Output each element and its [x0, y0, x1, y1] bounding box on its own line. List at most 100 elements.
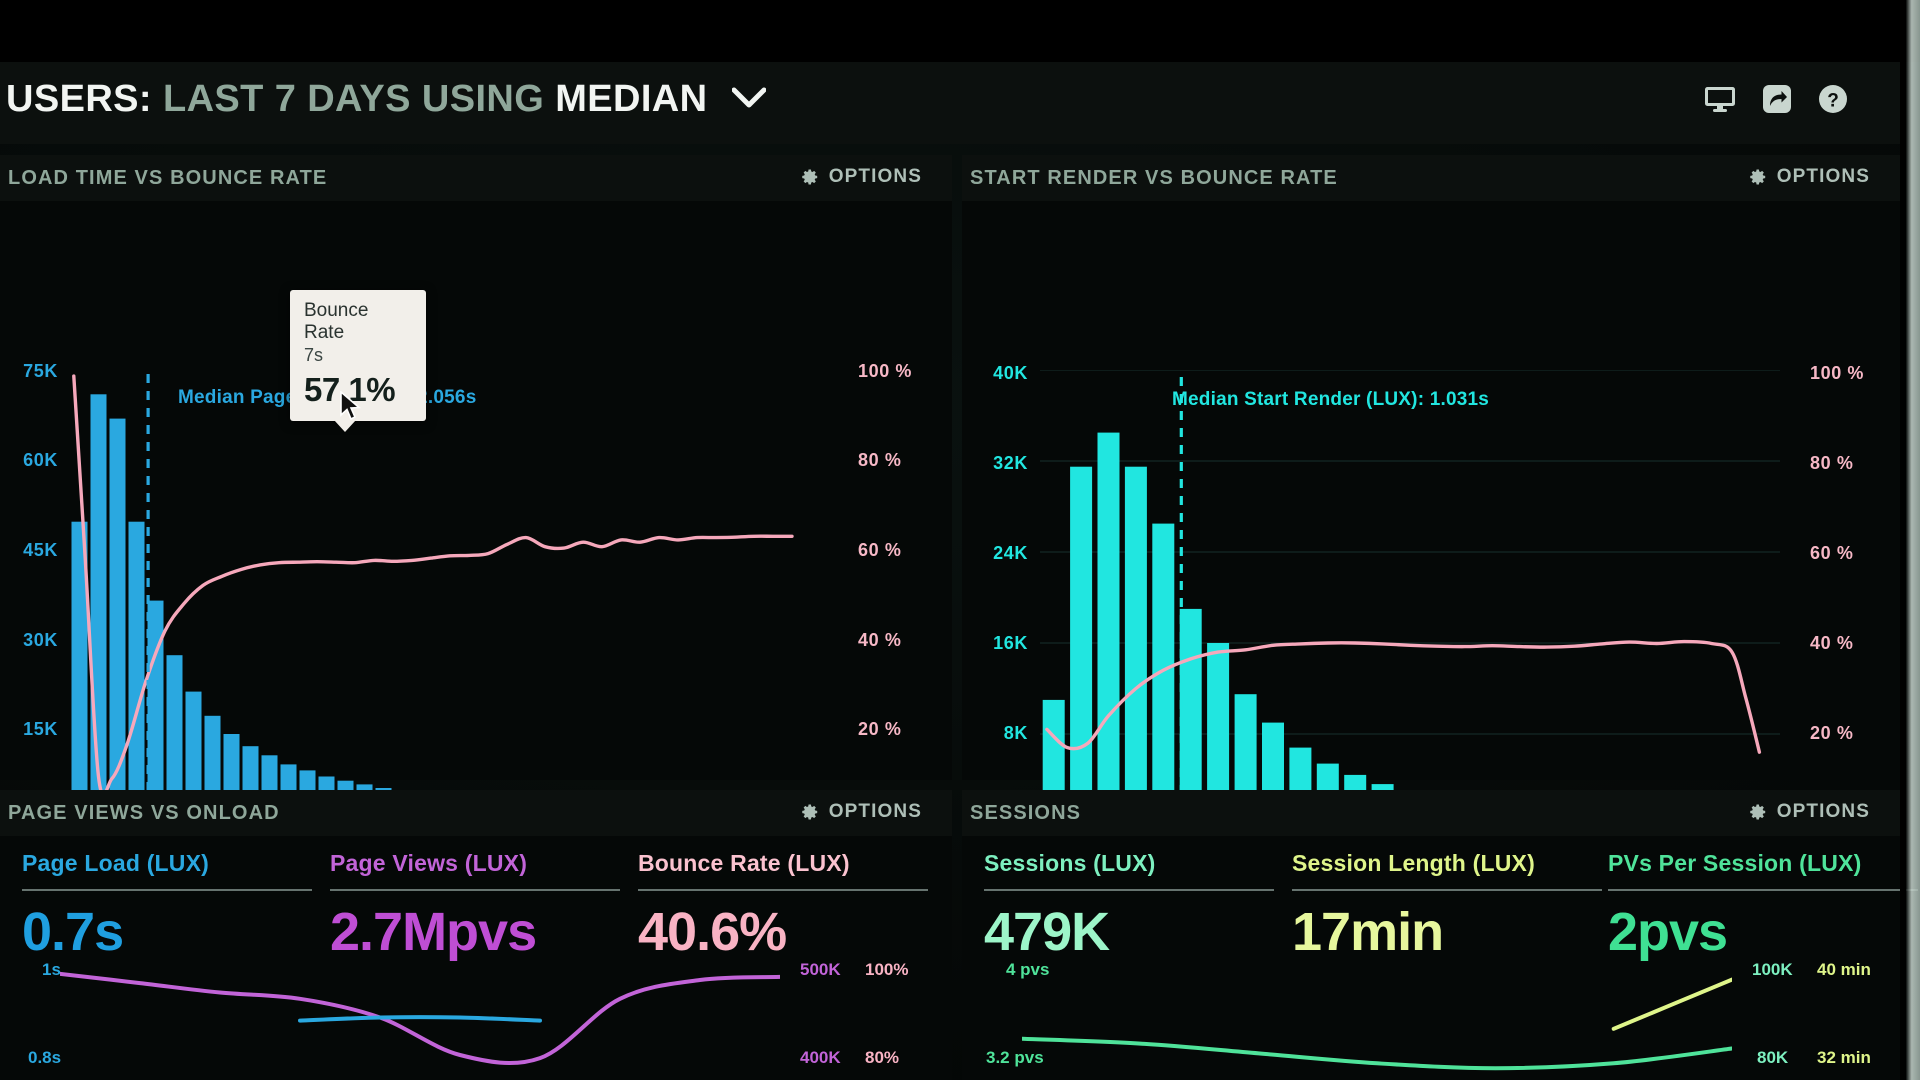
options-label: OPTIONS	[828, 166, 922, 187]
monitor-bezel-top	[0, 0, 1920, 62]
metric-value: 2pvs	[1608, 902, 1728, 962]
metric-label: Page Load (LUX)	[22, 850, 210, 876]
panel-title: SESSIONS	[970, 802, 1082, 824]
panel-header	[962, 790, 1900, 836]
monitor-bezel-inner	[1900, 0, 1906, 1080]
panel-sessions: SESSIONS OPTIONS Sessions (LUX) 479K Ses…	[962, 790, 1918, 1080]
spark-tick-right: 100K	[1752, 960, 1793, 979]
metric-value: 0.7s	[22, 902, 124, 962]
y2-tick: 80 %	[858, 450, 902, 470]
metric-label: PVs Per Session (LUX)	[1608, 850, 1862, 876]
metric-page-views[interactable]: Page Views (LUX) 2.7Mpvs	[330, 850, 620, 963]
panel-page-views-vs-onload: PAGE VIEWS VS ONLOAD OPTIONS Page Load (…	[0, 790, 952, 1080]
gear-icon	[802, 804, 817, 820]
svg-text:?: ?	[1827, 91, 1839, 112]
mouse-cursor	[339, 390, 363, 428]
monitor-bezel-right	[1906, 0, 1920, 1080]
y-tick: 32K	[993, 453, 1028, 473]
y2-tick: 40 %	[1810, 633, 1854, 653]
metric-value: 479K	[984, 902, 1110, 962]
metric-label: Sessions (LUX)	[984, 850, 1156, 876]
median-annotation-label: Median Start Render (LUX): 1.031s	[1172, 389, 1490, 410]
spark-tick-left: 4 pvs	[1006, 960, 1050, 979]
spark-tick-right: 40 min	[1817, 960, 1871, 979]
y2-tick: 40 %	[858, 630, 902, 650]
y-tick: 24K	[993, 543, 1028, 563]
spark-tick-right: 400K	[800, 1048, 841, 1067]
y-tick: 75K	[23, 361, 58, 381]
metric-rule	[330, 889, 620, 891]
panel-header	[0, 155, 952, 201]
spark-tick-right: 100%	[865, 960, 909, 979]
metric-rule	[984, 889, 1274, 891]
page-title-range: LAST 7 DAYS	[162, 78, 411, 120]
options-button[interactable]: OPTIONS	[801, 166, 922, 188]
y-tick: 8K	[1003, 723, 1028, 743]
chart-plot-load-time[interactable]	[70, 367, 830, 822]
chevron-down-icon[interactable]	[731, 76, 767, 119]
y-tick: 30K	[23, 630, 58, 650]
page-title-prefix: USERS:	[6, 78, 152, 120]
header-actions: ?	[1704, 84, 1848, 114]
options-label: OPTIONS	[828, 801, 922, 822]
panel-header	[962, 155, 1900, 201]
tooltip-x: 7s	[304, 344, 324, 365]
metric-value: 2.7Mpvs	[330, 902, 537, 962]
options-button[interactable]: OPTIONS	[1749, 166, 1870, 188]
y2-tick: 20 %	[858, 719, 902, 739]
metric-label: Bounce Rate (LUX)	[638, 850, 850, 876]
metric-value: 40.6%	[638, 902, 787, 962]
sparkline-page-views[interactable]	[60, 955, 780, 1080]
chart-tooltip: Bounce Rate 7s 57.1%	[290, 290, 426, 432]
options-button[interactable]: OPTIONS	[1749, 801, 1870, 823]
tooltip-title: Bounce Rate	[304, 300, 369, 343]
metric-page-load[interactable]: Page Load (LUX) 0.7s	[22, 850, 312, 963]
spark-tick-right: 500K	[800, 960, 841, 979]
spark-tick-left: 3.2 pvs	[986, 1048, 1044, 1067]
y2-tick: 20 %	[1810, 723, 1854, 743]
y2-tick: 60 %	[1810, 543, 1854, 563]
spark-tick-right: 80K	[1757, 1048, 1789, 1067]
chart-plot-start-render[interactable]	[1040, 370, 1780, 825]
metric-label: Page Views (LUX)	[330, 850, 528, 876]
page-title-stat: MEDIAN	[555, 78, 708, 120]
metric-value: 17min	[1292, 902, 1444, 962]
y-tick: 60K	[23, 450, 58, 470]
y-tick: 40K	[993, 363, 1028, 383]
y2-tick: 100 %	[858, 361, 913, 381]
help-icon[interactable]: ?	[1818, 84, 1848, 114]
metric-rule	[638, 889, 928, 891]
panel-title: START RENDER VS BOUNCE RATE	[970, 167, 1338, 189]
page-title-using: USING	[421, 78, 545, 120]
options-label: OPTIONS	[1776, 801, 1870, 822]
options-button[interactable]: OPTIONS	[801, 801, 922, 823]
metric-sessions[interactable]: Sessions (LUX) 479K	[984, 850, 1274, 963]
spark-tick-left: 1s	[42, 960, 61, 979]
y2-tick: 100 %	[1810, 363, 1865, 383]
metric-rule	[22, 889, 312, 891]
metric-pvs-per-session[interactable]: PVs Per Session (LUX) 2pvs	[1608, 850, 1918, 963]
y-tick: 16K	[993, 633, 1028, 653]
y-tick: 15K	[23, 719, 58, 739]
options-label: OPTIONS	[1776, 166, 1870, 187]
gear-icon	[802, 169, 817, 185]
dashboard-header: USERS: LAST 7 DAYS USING MEDIAN ?	[0, 62, 1900, 144]
spark-tick-right: 32 min	[1817, 1048, 1871, 1067]
spark-tick-left: 0.8s	[28, 1048, 62, 1067]
metric-bounce-rate[interactable]: Bounce Rate (LUX) 40.6%	[638, 850, 928, 963]
y2-tick: 60 %	[858, 540, 902, 560]
panel-header	[0, 790, 952, 836]
gear-icon	[1750, 804, 1765, 820]
page-title[interactable]: USERS: LAST 7 DAYS USING MEDIAN	[6, 76, 767, 121]
gear-icon	[1750, 169, 1765, 185]
y2-tick: 80 %	[1810, 453, 1854, 473]
panel-load-time-vs-bounce-rate: LOAD TIME VS BOUNCE RATE OPTIONS 75K 60K…	[0, 155, 952, 899]
metric-rule	[1608, 889, 1918, 891]
metric-session-length[interactable]: Session Length (LUX) 17min	[1292, 850, 1602, 963]
share-icon[interactable]	[1762, 84, 1792, 114]
metric-rule	[1292, 889, 1602, 891]
sparkline-sessions[interactable]	[1022, 955, 1732, 1080]
desktop-icon[interactable]	[1704, 86, 1736, 112]
spark-tick-right: 80%	[865, 1048, 900, 1067]
